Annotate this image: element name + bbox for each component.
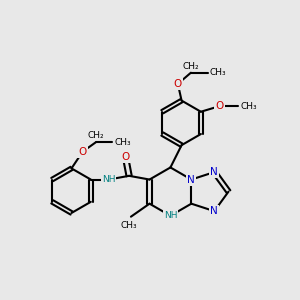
Text: CH₃: CH₃: [241, 102, 257, 111]
Text: O: O: [174, 79, 182, 89]
Text: NH: NH: [164, 211, 177, 220]
Text: N: N: [188, 175, 195, 184]
Text: CH₃: CH₃: [209, 68, 226, 77]
Text: O: O: [79, 147, 87, 157]
Text: CH₃: CH₃: [121, 221, 137, 230]
Text: O: O: [215, 101, 223, 111]
Text: N: N: [210, 167, 218, 177]
Text: N: N: [210, 206, 218, 216]
Text: CH₃: CH₃: [114, 138, 131, 147]
Text: NH: NH: [102, 175, 116, 184]
Text: CH₂: CH₂: [87, 131, 104, 140]
Text: CH₂: CH₂: [183, 61, 199, 70]
Text: O: O: [121, 152, 130, 161]
